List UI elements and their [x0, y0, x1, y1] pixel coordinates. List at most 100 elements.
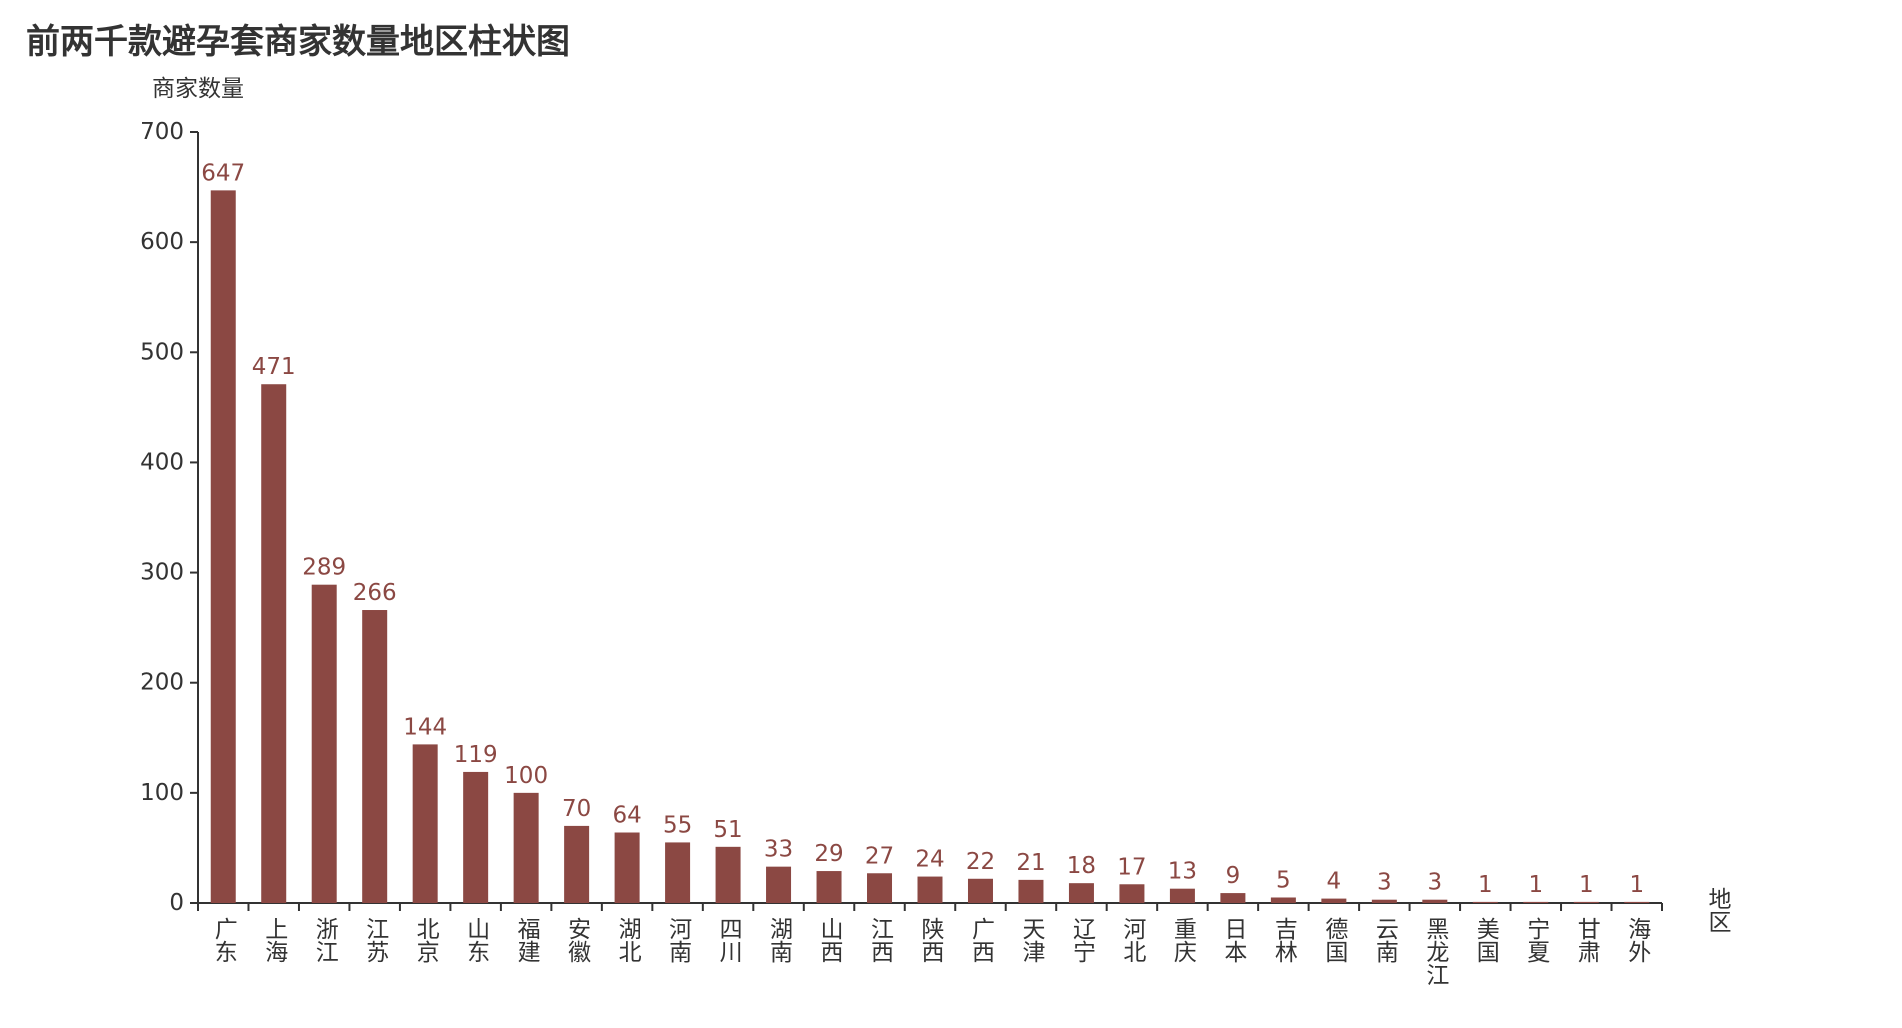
- bar: [1624, 901, 1650, 903]
- bar: [665, 842, 691, 903]
- bar-value-label: 5: [1276, 867, 1291, 893]
- bar: [463, 771, 489, 903]
- bar: [1119, 884, 1145, 903]
- y-tick-label: 100: [140, 780, 184, 806]
- bar-value-label: 51: [713, 817, 742, 843]
- bar-value-label: 13: [1168, 859, 1197, 885]
- bar: [261, 384, 287, 903]
- x-tick-label: 北京: [412, 917, 440, 963]
- bar-value-label: 24: [915, 847, 944, 873]
- x-tick-label: 江苏: [362, 917, 390, 963]
- bar-value-label: 144: [403, 714, 447, 740]
- bars: [210, 190, 1650, 903]
- y-tick-label: 500: [140, 339, 184, 365]
- bar-value-label: 64: [612, 803, 641, 829]
- bar: [917, 876, 943, 903]
- bar-value-label: 100: [504, 763, 548, 789]
- bar: [1068, 883, 1094, 903]
- bar: [311, 584, 337, 903]
- bar-value-label: 4: [1327, 869, 1342, 895]
- x-tick-label: 甘肃: [1573, 917, 1601, 963]
- y-tick-label: 200: [140, 670, 184, 696]
- bar-value-label: 27: [865, 843, 894, 869]
- bar: [1371, 899, 1397, 903]
- bar: [766, 866, 792, 903]
- bar-value-label: 29: [814, 841, 843, 867]
- x-tick-label: 黑龙江: [1422, 917, 1450, 986]
- bar: [1422, 899, 1448, 903]
- bar: [513, 792, 539, 903]
- x-tick-label: 河南: [665, 917, 693, 963]
- x-tick-label: 上海: [261, 917, 289, 963]
- bar: [614, 832, 640, 903]
- x-tick-label: 天津: [1018, 917, 1046, 963]
- bar: [210, 190, 236, 903]
- bar: [816, 871, 842, 903]
- x-axis: 广东 上海 浙江 江苏 北京 山东 福建 安徽 湖北 河南 四川 湖南 山西 江西 陕西 广西 天津 辽宁 河北 重庆…: [197, 902, 1663, 986]
- bar: [1321, 898, 1347, 903]
- x-tick-label: 重庆: [1169, 917, 1197, 963]
- x-tick-label: 日本: [1220, 917, 1248, 963]
- bar-value-label: 70: [562, 796, 591, 822]
- bar-value-label: 9: [1226, 863, 1241, 889]
- x-tick-label: 美国: [1472, 917, 1500, 963]
- y-tick-label: 300: [140, 560, 184, 586]
- bar-value-label: 289: [302, 555, 346, 581]
- bar-value-label: 471: [252, 354, 296, 380]
- bar-value-label: 1: [1478, 872, 1493, 898]
- x-tick-label: 福建: [513, 917, 541, 963]
- x-tick-label: 浙江: [311, 917, 339, 963]
- x-tick-label: 陕西: [917, 917, 944, 963]
- x-tick-label: 德国: [1321, 917, 1349, 963]
- bar: [715, 846, 741, 903]
- bar: [1573, 901, 1599, 903]
- chart-title: 前两千款避孕套商家数量地区柱状图: [26, 22, 570, 62]
- bar-value-label: 1: [1528, 872, 1543, 898]
- bar-value-label: 647: [201, 160, 245, 186]
- x-tick-label: 山东: [463, 917, 490, 963]
- bar: [1220, 893, 1246, 903]
- x-tick-label: 安徽: [564, 917, 592, 963]
- x-axis-title: 地区: [1704, 887, 1732, 933]
- y-axis: 0 100 200 300 400 500 600 700: [140, 119, 199, 916]
- bar-value-label: 119: [454, 742, 498, 768]
- bar: [1169, 888, 1195, 903]
- x-tick-label: 吉林: [1270, 917, 1298, 963]
- bar-value-label: 55: [663, 812, 692, 838]
- bar: [564, 825, 590, 903]
- bar: [412, 744, 438, 903]
- bar-value-label: 33: [764, 837, 793, 863]
- bar: [362, 610, 388, 903]
- x-tick-label: 湖南: [766, 917, 794, 963]
- x-tick-label: 广西: [967, 917, 995, 963]
- x-tick-label: 江西: [867, 917, 895, 963]
- bar-value-label: 1: [1629, 872, 1644, 898]
- y-axis-title: 商家数量: [152, 76, 244, 102]
- x-tick-label: 海外: [1624, 917, 1652, 963]
- bar: [867, 873, 893, 903]
- bar: [967, 878, 993, 903]
- bar-value-label: 18: [1067, 853, 1096, 879]
- bar: [1018, 879, 1044, 903]
- bar-value-label: 266: [353, 580, 397, 606]
- x-tick-label: 广东: [210, 917, 238, 963]
- bar-value-label: 1: [1579, 872, 1594, 898]
- x-tick-label: 辽宁: [1068, 917, 1096, 963]
- x-tick-label: 宁夏: [1523, 917, 1551, 963]
- bar: [1472, 901, 1498, 903]
- bar: [1270, 897, 1296, 903]
- bar: [1523, 901, 1549, 903]
- x-tick-label: 四川: [715, 917, 743, 963]
- x-tick-label: 河北: [1119, 917, 1147, 963]
- y-tick-label: 0: [169, 890, 184, 916]
- bar-value-label: 3: [1428, 870, 1443, 896]
- y-tick-label: 700: [140, 119, 184, 145]
- y-tick-label: 600: [140, 229, 184, 255]
- y-tick-label: 400: [140, 449, 184, 475]
- x-tick-label: 山西: [816, 917, 843, 963]
- x-tick-label: 湖北: [614, 917, 642, 963]
- bar-value-label: 17: [1117, 854, 1146, 880]
- bar-value-label: 22: [966, 849, 995, 875]
